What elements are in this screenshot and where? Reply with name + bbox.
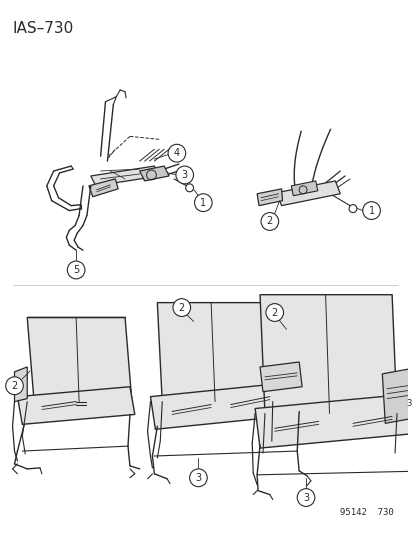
Text: 3: 3 — [195, 473, 201, 483]
Circle shape — [185, 184, 193, 192]
Polygon shape — [14, 367, 27, 401]
Polygon shape — [89, 179, 118, 197]
Polygon shape — [259, 295, 396, 414]
Polygon shape — [254, 392, 413, 448]
Polygon shape — [276, 181, 339, 206]
Text: 3: 3 — [302, 492, 309, 503]
Circle shape — [6, 377, 23, 394]
Circle shape — [194, 194, 211, 212]
Text: 1: 1 — [368, 206, 374, 215]
Text: 5: 5 — [73, 265, 79, 275]
Circle shape — [176, 166, 193, 184]
Circle shape — [168, 144, 185, 162]
Polygon shape — [259, 362, 301, 392]
Circle shape — [261, 213, 278, 230]
Circle shape — [297, 489, 314, 506]
Circle shape — [265, 304, 283, 321]
Circle shape — [173, 298, 190, 317]
Polygon shape — [150, 382, 301, 429]
Text: 3: 3 — [405, 399, 411, 408]
Polygon shape — [256, 189, 282, 206]
Polygon shape — [17, 387, 135, 424]
Polygon shape — [90, 166, 159, 186]
Text: 4: 4 — [173, 148, 180, 158]
Circle shape — [189, 469, 207, 487]
Polygon shape — [157, 303, 272, 401]
Polygon shape — [291, 181, 317, 196]
Circle shape — [67, 261, 85, 279]
Text: 2: 2 — [271, 308, 277, 318]
Polygon shape — [140, 166, 169, 181]
Polygon shape — [27, 318, 132, 401]
Text: 2: 2 — [178, 303, 185, 312]
Text: 95142  730: 95142 730 — [339, 508, 393, 518]
Circle shape — [362, 201, 380, 220]
Text: IAS–730: IAS–730 — [12, 21, 74, 36]
Text: 3: 3 — [181, 170, 188, 180]
Text: 2: 2 — [266, 216, 272, 227]
Text: 1: 1 — [200, 198, 206, 208]
Text: 2: 2 — [12, 381, 18, 391]
Circle shape — [348, 205, 356, 213]
Polygon shape — [381, 364, 413, 423]
